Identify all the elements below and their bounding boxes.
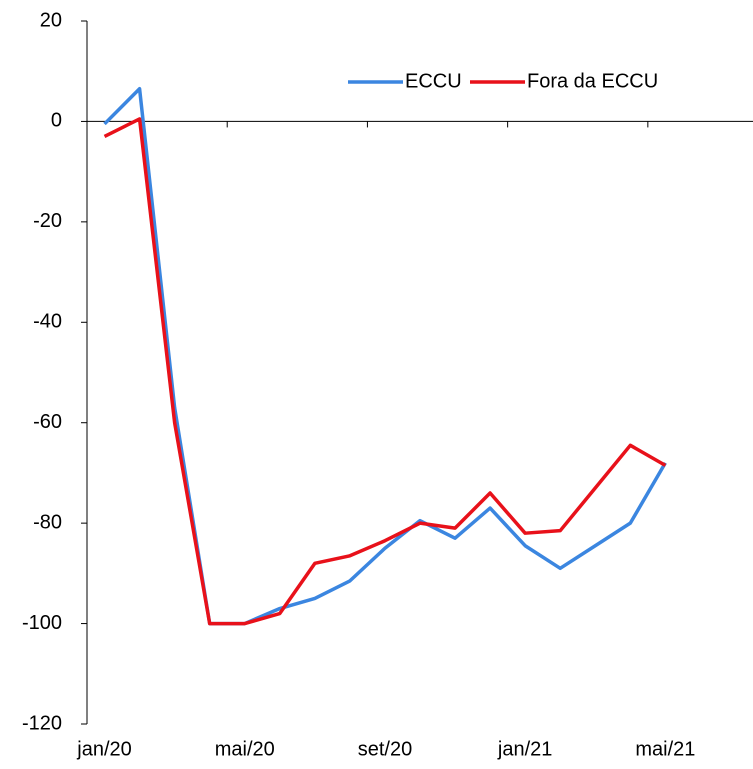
y-tick-label: -60 xyxy=(33,411,62,433)
x-tick-label: mai/21 xyxy=(635,738,695,760)
x-tick-label: mai/20 xyxy=(215,738,275,760)
y-tick-label: -40 xyxy=(33,311,62,333)
legend-label: ECCU xyxy=(405,70,462,92)
y-tick-label: -80 xyxy=(33,511,62,533)
x-tick-label: jan/21 xyxy=(497,738,553,760)
y-tick-label: 20 xyxy=(40,9,62,31)
y-tick-label: 0 xyxy=(51,110,62,132)
x-tick-label: set/20 xyxy=(358,738,412,760)
legend-label: Fora da ECCU xyxy=(527,70,658,92)
y-tick-label: -20 xyxy=(33,210,62,232)
series-line xyxy=(103,117,667,626)
series-line xyxy=(103,87,667,626)
x-tick-label: jan/20 xyxy=(76,738,132,760)
y-tick-label: -120 xyxy=(22,712,62,734)
y-tick-label: -100 xyxy=(22,612,62,634)
